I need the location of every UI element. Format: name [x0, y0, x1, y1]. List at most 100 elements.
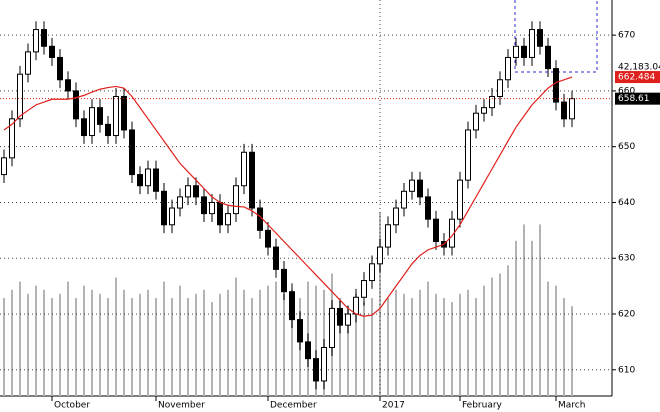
volume-bar	[243, 289, 245, 396]
volume-bar	[267, 285, 269, 396]
candle-body	[289, 291, 295, 321]
volume-bar	[107, 298, 109, 396]
x-tick-label: December	[270, 401, 317, 411]
candle-body	[385, 224, 391, 248]
candle-body	[401, 190, 407, 209]
candle-body	[425, 196, 431, 220]
candle-body	[57, 56, 63, 81]
y-tick-label: 640	[618, 198, 635, 208]
volume-bar	[475, 298, 477, 396]
candle-body	[225, 213, 231, 226]
volume-bar	[315, 285, 317, 396]
volume-bar	[219, 293, 221, 396]
volume-bar	[259, 289, 261, 396]
candle-body	[65, 79, 71, 92]
volume-bar	[195, 293, 197, 396]
volume-bar	[83, 285, 85, 396]
volume-bar	[123, 289, 125, 396]
volume-bar	[3, 298, 5, 396]
volume-readout: 42,183.04	[618, 63, 660, 73]
volume-bar	[91, 289, 93, 396]
candle-body	[9, 118, 15, 159]
volume-bar	[187, 298, 189, 396]
volume-bar	[27, 293, 29, 396]
candle-body	[1, 157, 7, 176]
volume-bar	[419, 289, 421, 396]
candle-body	[497, 79, 503, 97]
candle-body	[129, 129, 135, 176]
x-tick-label: October	[54, 401, 90, 411]
y-tick-label: 630	[618, 254, 635, 264]
volume-bar	[515, 240, 517, 396]
candle-body	[25, 51, 31, 75]
candle-body	[41, 29, 47, 47]
candle-body	[185, 185, 191, 198]
candle-body	[33, 29, 39, 53]
last-price-label: 658.61	[618, 94, 650, 104]
candle-body	[377, 246, 383, 265]
candle-body	[361, 280, 367, 298]
volume-bar	[19, 281, 21, 396]
volume-bar	[355, 293, 357, 396]
candle-body	[257, 207, 263, 231]
volume-bar	[555, 285, 557, 396]
candle-body	[553, 68, 559, 103]
candle-body	[305, 341, 311, 360]
candle-body	[353, 296, 359, 315]
candle-body	[457, 179, 463, 220]
volume-bar	[235, 277, 237, 396]
volume-bar	[387, 298, 389, 396]
candle-body	[417, 179, 423, 198]
candle-body	[73, 90, 79, 120]
x-tick-label: March	[558, 401, 585, 411]
volume-bar	[139, 293, 141, 396]
candle-body	[345, 313, 351, 326]
volume-bar	[411, 298, 413, 396]
candle-body	[329, 307, 335, 348]
candle-body	[265, 229, 271, 248]
volume-bar	[291, 289, 293, 396]
volume-bar	[155, 298, 157, 396]
candle-body	[281, 268, 287, 293]
volume-bar	[251, 298, 253, 396]
candle-body	[537, 29, 543, 47]
candle-body	[409, 179, 415, 192]
candle-body	[153, 168, 159, 192]
candle-body	[393, 207, 399, 226]
candle-body	[273, 246, 279, 270]
volume-bar	[51, 298, 53, 396]
volume-bar	[395, 289, 397, 396]
candle-body	[369, 263, 375, 282]
candle-body	[433, 218, 439, 243]
y-tick-label: 670	[618, 31, 635, 41]
volume-bar	[43, 289, 45, 396]
last-price-box	[615, 92, 660, 105]
candle-body	[545, 45, 551, 70]
volume-bar	[371, 298, 373, 396]
volume-bar	[539, 224, 541, 396]
y-tick-label: 650	[618, 142, 635, 152]
x-tick-label: November	[158, 401, 205, 411]
candle-body	[337, 307, 343, 326]
volume-bar	[523, 224, 525, 396]
volume-bar	[547, 281, 549, 396]
volume-bar	[211, 302, 213, 396]
volume-bar	[363, 302, 365, 396]
candle-body	[145, 168, 151, 187]
y-tick-label: 660	[618, 86, 635, 96]
volume-bar	[499, 273, 501, 396]
candle-body	[217, 201, 223, 226]
candle-body	[529, 29, 535, 58]
candle-body	[321, 346, 327, 382]
candle-body	[297, 319, 303, 343]
volume-bar	[531, 240, 533, 396]
volume-bar	[451, 302, 453, 396]
volume-bar	[75, 298, 77, 396]
candle-body	[121, 95, 127, 131]
volume-bar	[11, 289, 13, 396]
candle-body	[521, 45, 527, 58]
volume-bar	[459, 293, 461, 396]
candle-body	[209, 201, 215, 215]
candle-body	[113, 95, 119, 137]
